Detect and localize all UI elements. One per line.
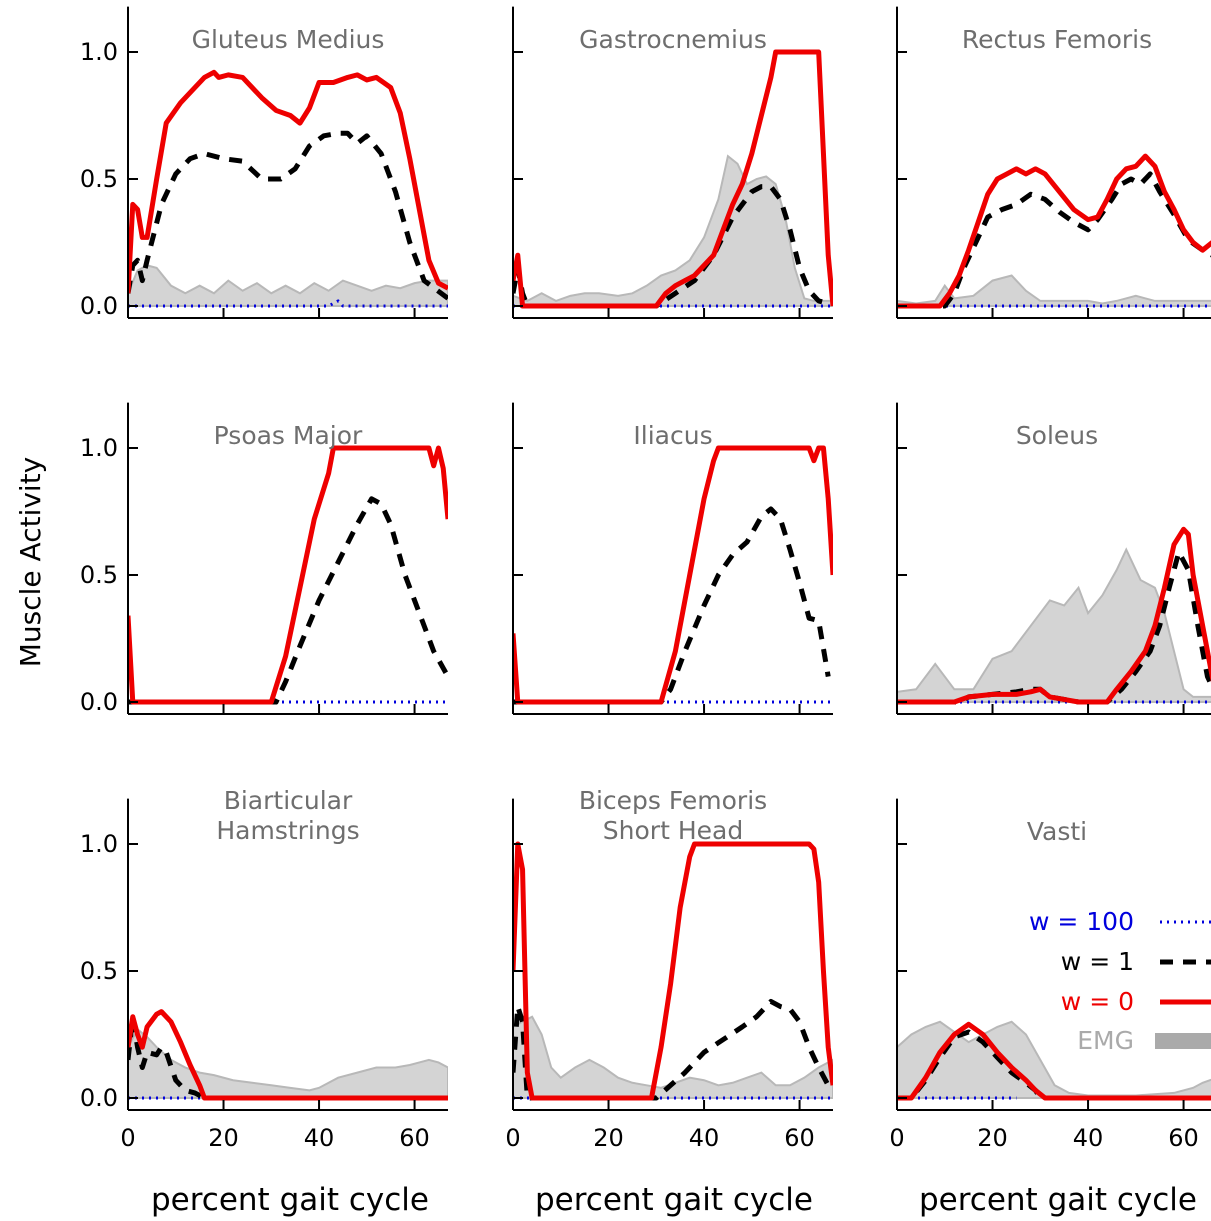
x-axis-label-col3: percent gait cycle xyxy=(919,1182,1197,1218)
x-axis-label-col2: percent gait cycle xyxy=(535,1182,813,1218)
plot-area xyxy=(513,445,833,705)
panel: Iliacus xyxy=(512,402,833,715)
x-axis-label-col1: percent gait cycle xyxy=(151,1182,429,1218)
y-tick-label: 0.5 xyxy=(80,561,118,589)
panel: Gastrocnemius xyxy=(512,6,833,319)
panel-title: Psoas Major xyxy=(214,421,363,450)
plot-area xyxy=(513,841,833,1101)
panel-title: Gastrocnemius xyxy=(579,25,767,54)
x-tick-label: 0 xyxy=(505,1124,520,1152)
legend-label-w100: w = 100 xyxy=(1029,907,1134,936)
series-w1-line xyxy=(128,1014,448,1101)
x-tick-label: 40 xyxy=(304,1124,335,1152)
series-w0-line xyxy=(897,1021,1211,1101)
x-tick-label: 20 xyxy=(977,1124,1008,1152)
y-tick-label: 0.0 xyxy=(80,688,118,716)
series-w1-line xyxy=(897,171,1211,309)
y-tick-label: 1.0 xyxy=(80,830,118,858)
emg-area xyxy=(897,547,1211,703)
emg-area xyxy=(513,154,833,307)
series-w1-line xyxy=(513,998,831,1101)
legend-label-emg: EMG xyxy=(1077,1026,1134,1055)
series-w0-line xyxy=(897,153,1211,309)
series-w0-line xyxy=(128,1009,448,1101)
panel-title: Short Head xyxy=(603,816,743,845)
x-tick-label: 40 xyxy=(1073,1124,1104,1152)
series-w1-line xyxy=(128,130,448,301)
y-tick-label: 0.0 xyxy=(80,1084,118,1112)
series-w0-line xyxy=(128,69,448,294)
panel-title: Hamstrings xyxy=(216,816,359,845)
y-axis-label: Muscle Activity xyxy=(14,457,47,668)
panel-grid: 0.0 0.5 1.0 Gluteus Medius Gastrocnemius Rect… xyxy=(80,6,1211,1152)
series-w0-line xyxy=(513,841,833,1101)
panel-title: Gluteus Medius xyxy=(192,25,385,54)
panel: Soleus xyxy=(896,402,1211,715)
plot-area xyxy=(128,69,448,308)
series-w0-line xyxy=(128,445,448,705)
x-tick-label: 40 xyxy=(689,1124,720,1152)
emg-area xyxy=(128,264,448,307)
emg-area xyxy=(897,274,1211,307)
plot-area xyxy=(897,526,1211,705)
x-tick-label: 60 xyxy=(399,1124,430,1152)
panel-title: Rectus Femoris xyxy=(962,25,1152,54)
y-tick-label: 0.5 xyxy=(80,165,118,193)
legend-label-w1: w = 1 xyxy=(1061,947,1134,976)
x-tick-label: 20 xyxy=(593,1124,624,1152)
plot-area xyxy=(897,1020,1211,1101)
panel: 0 20 40 60 Vasti xyxy=(889,798,1211,1152)
legend: w = 100 w = 1 w = 0 EMG xyxy=(1029,907,1211,1055)
y-tick-label: 0.0 xyxy=(80,292,118,320)
plot-area xyxy=(128,445,448,705)
legend-swatch-emg xyxy=(1155,1033,1211,1049)
panel: 0.0 0.5 1.0 Psoas Major xyxy=(80,402,448,716)
series-w1-line xyxy=(513,184,829,309)
series-w1-line xyxy=(513,506,831,705)
x-tick-label: 60 xyxy=(1168,1124,1199,1152)
panel: Rectus Femoris xyxy=(896,6,1211,319)
series-w100-line xyxy=(128,299,448,308)
plot-area xyxy=(128,1009,448,1101)
series-w0-line xyxy=(513,445,833,705)
y-tick-label: 1.0 xyxy=(80,38,118,66)
x-tick-label: 20 xyxy=(208,1124,239,1152)
panel-title: Biceps Femoris xyxy=(579,786,767,815)
series-w1-line xyxy=(128,496,448,705)
panel-title: Iliacus xyxy=(633,421,712,450)
plot-area xyxy=(897,153,1211,309)
x-tick-label: 0 xyxy=(889,1124,904,1152)
panel-title: Biarticular xyxy=(224,786,353,815)
series-w0-line xyxy=(513,49,833,309)
panel-title: Vasti xyxy=(1027,817,1087,846)
x-tick-label: 0 xyxy=(120,1124,135,1152)
x-tick-label: 60 xyxy=(784,1124,815,1152)
plot-area xyxy=(513,49,833,309)
y-tick-label: 0.5 xyxy=(80,957,118,985)
panel-title: Soleus xyxy=(1016,421,1098,450)
y-tick-label: 1.0 xyxy=(80,434,118,462)
emg-area xyxy=(128,1027,448,1099)
emg-area xyxy=(897,1020,1211,1099)
series-w0-line xyxy=(897,526,1211,705)
panel: 0.0 0.5 1.0 Gluteus Medius xyxy=(80,6,448,320)
legend-label-w0: w = 0 xyxy=(1061,987,1134,1016)
